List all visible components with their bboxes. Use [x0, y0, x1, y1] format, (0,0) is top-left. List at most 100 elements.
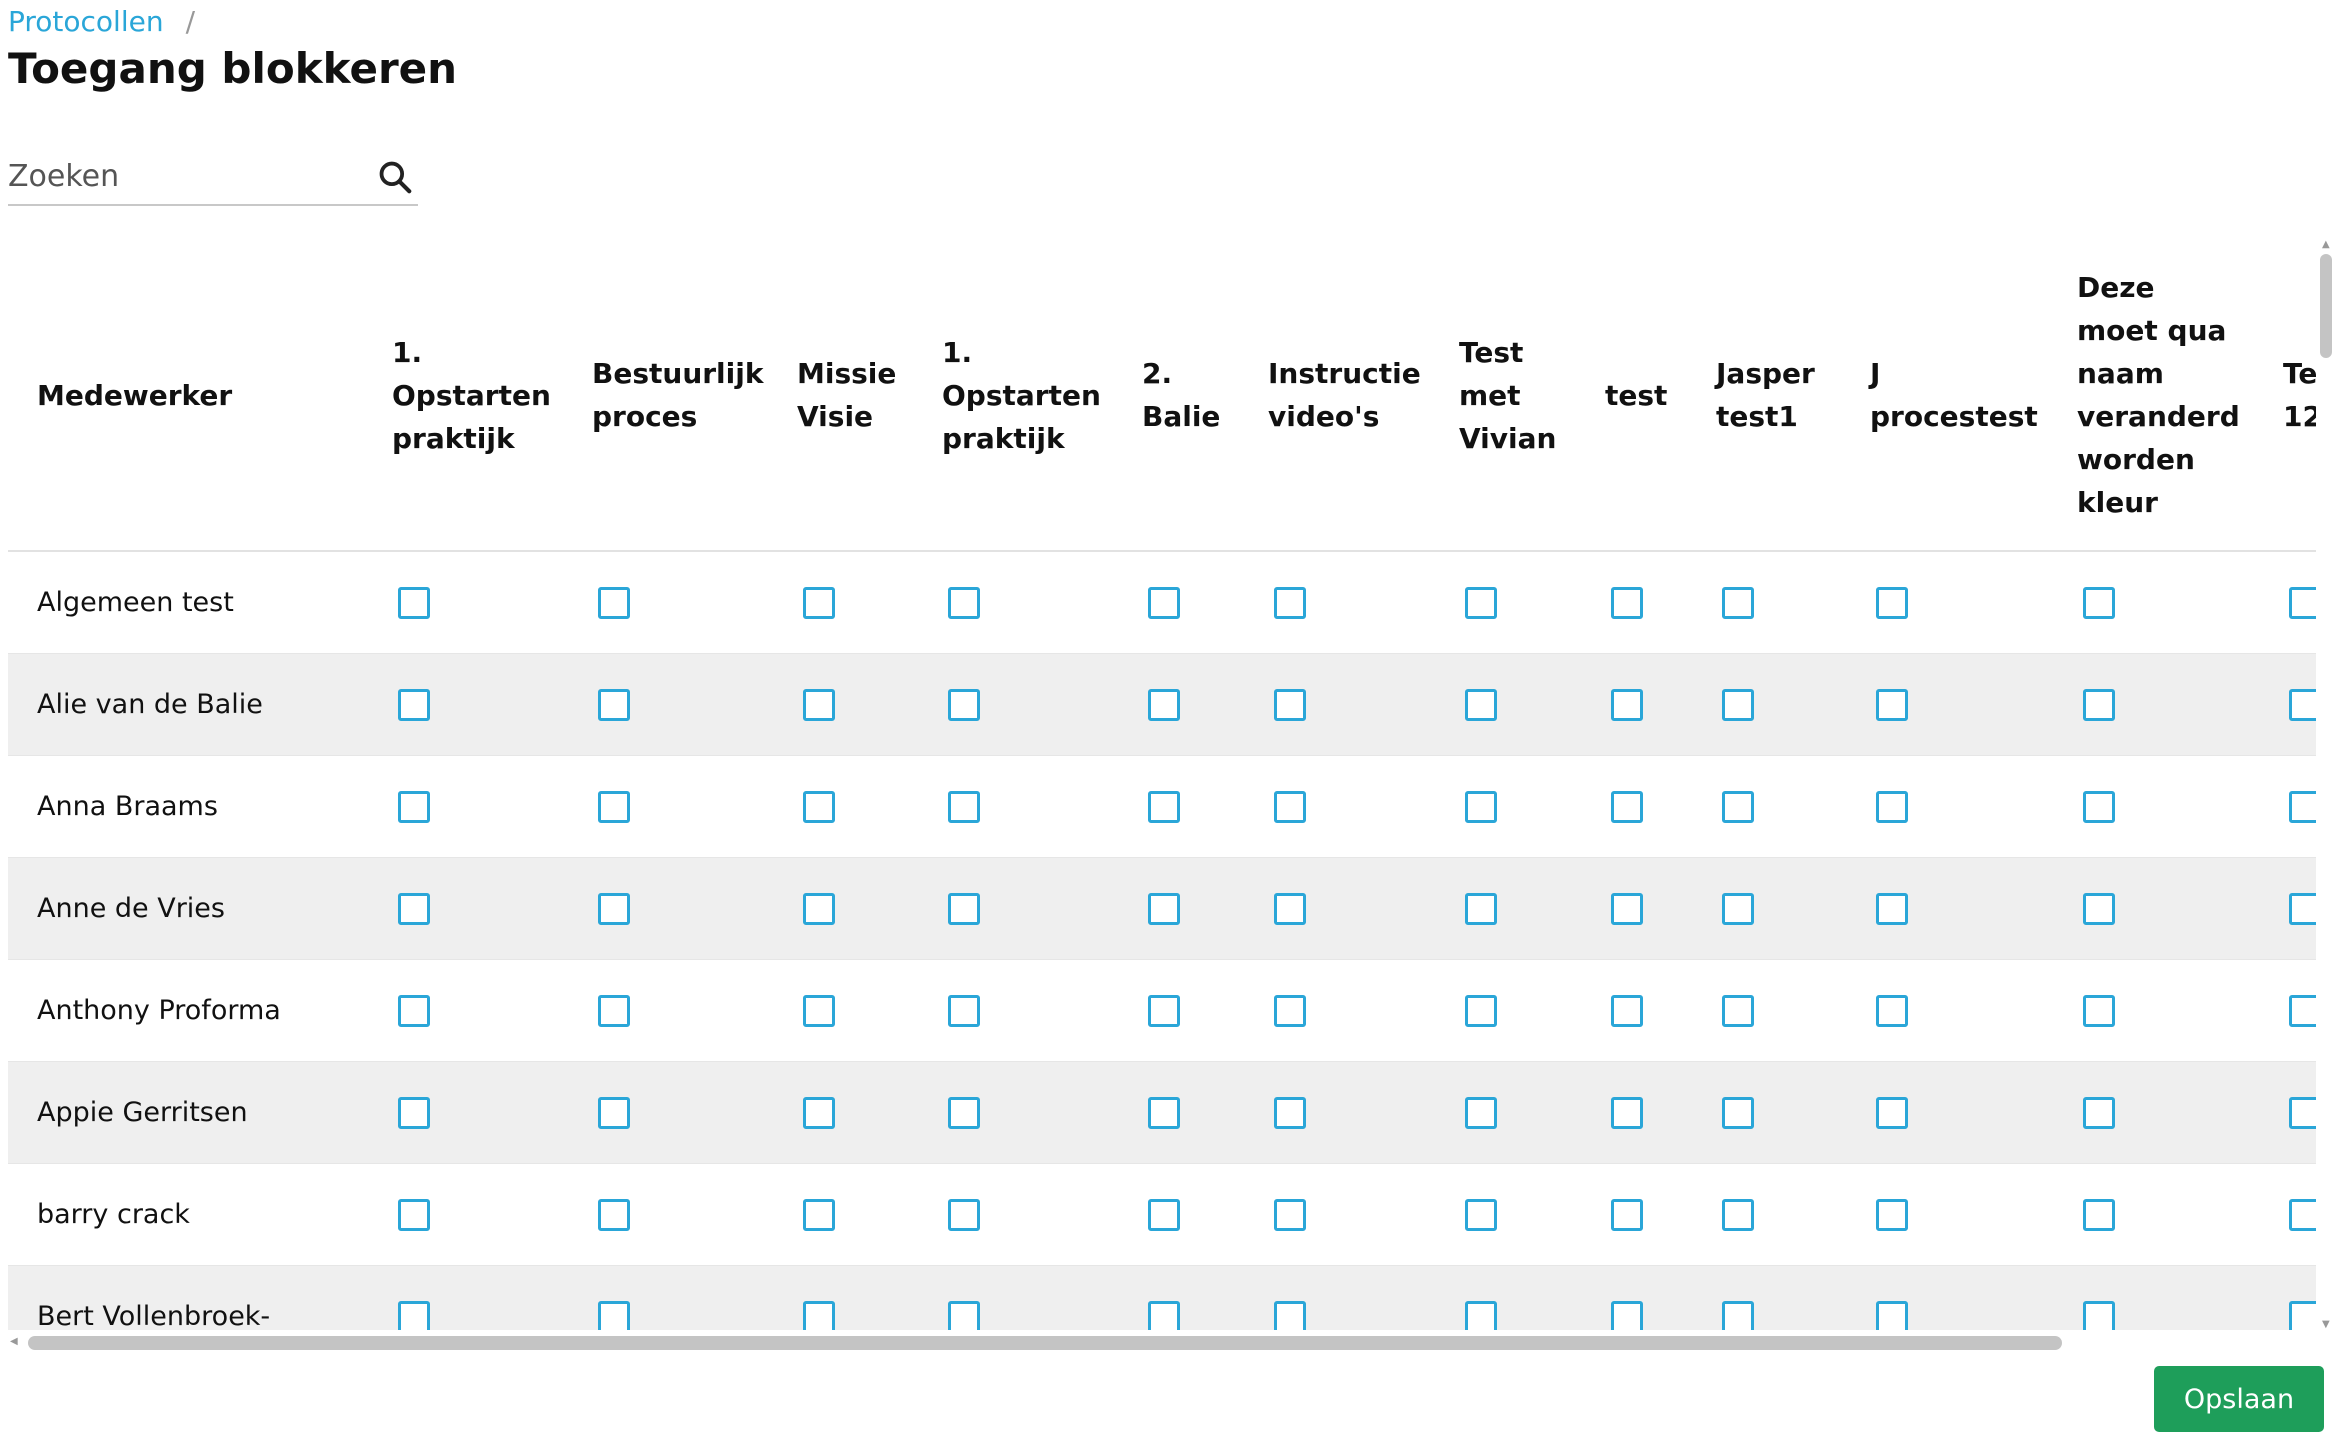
- block-access-checkbox[interactable]: [1465, 790, 1497, 823]
- block-access-checkbox[interactable]: [1722, 1096, 1754, 1129]
- block-access-checkbox[interactable]: [2289, 1198, 2316, 1231]
- block-access-checkbox[interactable]: [803, 1300, 835, 1330]
- block-access-checkbox[interactable]: [2083, 1198, 2115, 1231]
- block-access-checkbox[interactable]: [1876, 1096, 1908, 1129]
- block-access-checkbox[interactable]: [1722, 994, 1754, 1027]
- search-input[interactable]: [8, 150, 368, 202]
- block-access-checkbox[interactable]: [948, 1096, 980, 1129]
- block-access-checkbox[interactable]: [1722, 790, 1754, 823]
- block-access-checkbox[interactable]: [1465, 1300, 1497, 1330]
- block-access-checkbox[interactable]: [1611, 688, 1643, 721]
- block-access-checkbox[interactable]: [1274, 1198, 1306, 1231]
- block-access-checkbox[interactable]: [1876, 1300, 1908, 1330]
- block-access-checkbox[interactable]: [2083, 994, 2115, 1027]
- block-access-checkbox[interactable]: [1876, 1198, 1908, 1231]
- block-access-checkbox[interactable]: [948, 586, 980, 619]
- block-access-checkbox[interactable]: [398, 688, 430, 721]
- block-access-checkbox[interactable]: [1722, 1198, 1754, 1231]
- block-access-checkbox[interactable]: [598, 688, 630, 721]
- block-access-checkbox[interactable]: [1611, 1300, 1643, 1330]
- block-access-checkbox[interactable]: [1876, 790, 1908, 823]
- horizontal-scrollbar-thumb[interactable]: [28, 1336, 2062, 1350]
- scroll-left-icon[interactable]: ◀: [10, 1336, 18, 1347]
- block-access-checkbox[interactable]: [398, 586, 430, 619]
- block-access-checkbox[interactable]: [2289, 586, 2316, 619]
- block-access-checkbox[interactable]: [2289, 892, 2316, 925]
- block-access-checkbox[interactable]: [1465, 1198, 1497, 1231]
- block-access-checkbox[interactable]: [398, 994, 430, 1027]
- block-access-checkbox[interactable]: [1274, 790, 1306, 823]
- block-access-checkbox[interactable]: [1148, 892, 1180, 925]
- block-access-checkbox[interactable]: [1274, 1300, 1306, 1330]
- block-access-checkbox[interactable]: [1148, 1198, 1180, 1231]
- block-access-checkbox[interactable]: [1611, 586, 1643, 619]
- block-access-checkbox[interactable]: [948, 790, 980, 823]
- block-access-checkbox[interactable]: [1274, 586, 1306, 619]
- block-access-checkbox[interactable]: [398, 1096, 430, 1129]
- block-access-checkbox[interactable]: [803, 790, 835, 823]
- block-access-checkbox[interactable]: [1274, 688, 1306, 721]
- block-access-checkbox[interactable]: [1465, 688, 1497, 721]
- block-access-checkbox[interactable]: [1465, 586, 1497, 619]
- block-access-checkbox[interactable]: [598, 994, 630, 1027]
- vertical-scrollbar-thumb[interactable]: [2320, 254, 2332, 358]
- block-access-checkbox[interactable]: [598, 1096, 630, 1129]
- block-access-checkbox[interactable]: [803, 892, 835, 925]
- block-access-checkbox[interactable]: [398, 1198, 430, 1231]
- block-access-checkbox[interactable]: [1274, 892, 1306, 925]
- block-access-checkbox[interactable]: [1148, 586, 1180, 619]
- block-access-checkbox[interactable]: [948, 1300, 980, 1330]
- block-access-checkbox[interactable]: [1465, 1096, 1497, 1129]
- block-access-checkbox[interactable]: [1876, 892, 1908, 925]
- block-access-checkbox[interactable]: [598, 1198, 630, 1231]
- block-access-checkbox[interactable]: [2083, 586, 2115, 619]
- block-access-checkbox[interactable]: [1148, 1300, 1180, 1330]
- block-access-checkbox[interactable]: [598, 1300, 630, 1330]
- block-access-checkbox[interactable]: [1465, 994, 1497, 1027]
- block-access-checkbox[interactable]: [1465, 892, 1497, 925]
- block-access-checkbox[interactable]: [1611, 1096, 1643, 1129]
- horizontal-scrollbar[interactable]: ◀: [8, 1332, 2316, 1352]
- block-access-checkbox[interactable]: [2289, 688, 2316, 721]
- block-access-checkbox[interactable]: [2083, 1300, 2115, 1330]
- block-access-checkbox[interactable]: [948, 1198, 980, 1231]
- block-access-checkbox[interactable]: [1274, 1096, 1306, 1129]
- block-access-checkbox[interactable]: [1274, 994, 1306, 1027]
- block-access-checkbox[interactable]: [1876, 688, 1908, 721]
- scroll-down-icon[interactable]: ▼: [2322, 1319, 2330, 1330]
- block-access-checkbox[interactable]: [1148, 994, 1180, 1027]
- vertical-scrollbar[interactable]: ▲ ▼: [2318, 240, 2334, 1330]
- block-access-checkbox[interactable]: [803, 1096, 835, 1129]
- block-access-checkbox[interactable]: [1722, 1300, 1754, 1330]
- block-access-checkbox[interactable]: [1148, 790, 1180, 823]
- block-access-checkbox[interactable]: [1148, 688, 1180, 721]
- block-access-checkbox[interactable]: [2083, 790, 2115, 823]
- save-button[interactable]: Opslaan: [2154, 1366, 2324, 1432]
- scroll-up-icon[interactable]: ▲: [2322, 239, 2330, 250]
- block-access-checkbox[interactable]: [2289, 790, 2316, 823]
- block-access-checkbox[interactable]: [2289, 1300, 2316, 1330]
- block-access-checkbox[interactable]: [1148, 1096, 1180, 1129]
- block-access-checkbox[interactable]: [1611, 892, 1643, 925]
- breadcrumb-link-protocollen[interactable]: Protocollen: [8, 5, 164, 38]
- block-access-checkbox[interactable]: [803, 994, 835, 1027]
- block-access-checkbox[interactable]: [598, 586, 630, 619]
- block-access-checkbox[interactable]: [598, 892, 630, 925]
- block-access-checkbox[interactable]: [1722, 688, 1754, 721]
- block-access-checkbox[interactable]: [598, 790, 630, 823]
- block-access-checkbox[interactable]: [2083, 1096, 2115, 1129]
- block-access-checkbox[interactable]: [1876, 586, 1908, 619]
- block-access-checkbox[interactable]: [948, 688, 980, 721]
- search-icon[interactable]: [376, 158, 414, 196]
- block-access-checkbox[interactable]: [1611, 1198, 1643, 1231]
- block-access-checkbox[interactable]: [1611, 790, 1643, 823]
- block-access-checkbox[interactable]: [2289, 1096, 2316, 1129]
- block-access-checkbox[interactable]: [398, 790, 430, 823]
- block-access-checkbox[interactable]: [2083, 892, 2115, 925]
- block-access-checkbox[interactable]: [948, 994, 980, 1027]
- block-access-checkbox[interactable]: [1611, 994, 1643, 1027]
- block-access-checkbox[interactable]: [398, 892, 430, 925]
- block-access-checkbox[interactable]: [803, 688, 835, 721]
- block-access-checkbox[interactable]: [948, 892, 980, 925]
- block-access-checkbox[interactable]: [803, 1198, 835, 1231]
